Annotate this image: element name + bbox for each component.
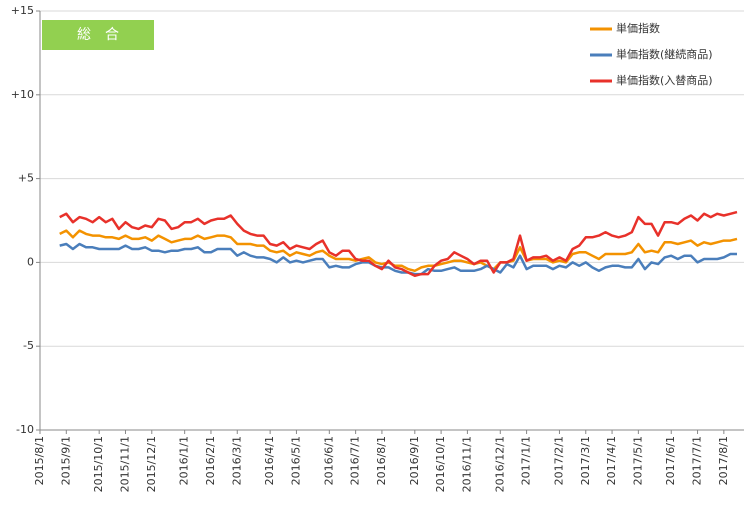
x-tick-label: 2016/12/1	[493, 436, 506, 492]
series-line	[59, 242, 737, 276]
x-tick-label: 2016/9/1	[408, 436, 421, 485]
y-tick-label: +10	[11, 88, 34, 101]
x-tick-label: 2017/4/1	[605, 436, 618, 485]
legend-label: 単価指数	[616, 21, 660, 35]
y-tick-label: -10	[16, 423, 34, 436]
x-tick-label: 2015/11/1	[118, 436, 131, 492]
x-tick-label: 2016/5/1	[289, 436, 302, 485]
y-tick-label: +5	[18, 172, 34, 185]
x-tick-label: 2016/11/1	[460, 436, 473, 492]
x-tick-label: 2015/12/1	[145, 436, 158, 492]
x-tick-label: 2016/10/1	[434, 436, 447, 492]
x-tick-label: 2016/8/1	[375, 436, 388, 485]
x-tick-label: 2015/10/1	[92, 436, 105, 492]
x-tick-label: 2015/9/1	[59, 436, 72, 485]
y-tick-label: +15	[11, 4, 34, 17]
series-line	[59, 210, 738, 278]
series-line	[59, 229, 738, 273]
x-tick-label: 2016/1/1	[178, 436, 191, 485]
y-tick-label: 0	[27, 255, 34, 268]
legend-label: 単価指数(入替商品)	[616, 73, 713, 87]
annotation: 総 合	[77, 27, 119, 43]
x-tick-label: 2015/8/1	[33, 436, 46, 485]
legend-label: 単価指数(継続商品)	[616, 47, 713, 61]
x-tick-label: 2016/6/1	[322, 436, 335, 485]
x-tick-label: 2016/3/1	[230, 436, 243, 485]
x-tick-label: 2017/2/1	[552, 436, 565, 485]
x-tick-label: 2016/2/1	[204, 436, 217, 485]
x-tick-label: 2017/1/1	[520, 436, 533, 485]
x-tick-label: 2017/3/1	[579, 436, 592, 485]
annotation-badge	[42, 20, 154, 50]
x-tick-label: 2017/8/1	[717, 436, 730, 485]
y-tick-label: -5	[23, 339, 34, 352]
x-tick-label: 2017/6/1	[664, 436, 677, 485]
x-tick-label: 2016/4/1	[263, 436, 276, 485]
x-tick-label: 2016/7/1	[349, 436, 362, 485]
x-tick-label: 2017/5/1	[631, 436, 644, 485]
x-tick-label: 2017/7/1	[691, 436, 704, 485]
